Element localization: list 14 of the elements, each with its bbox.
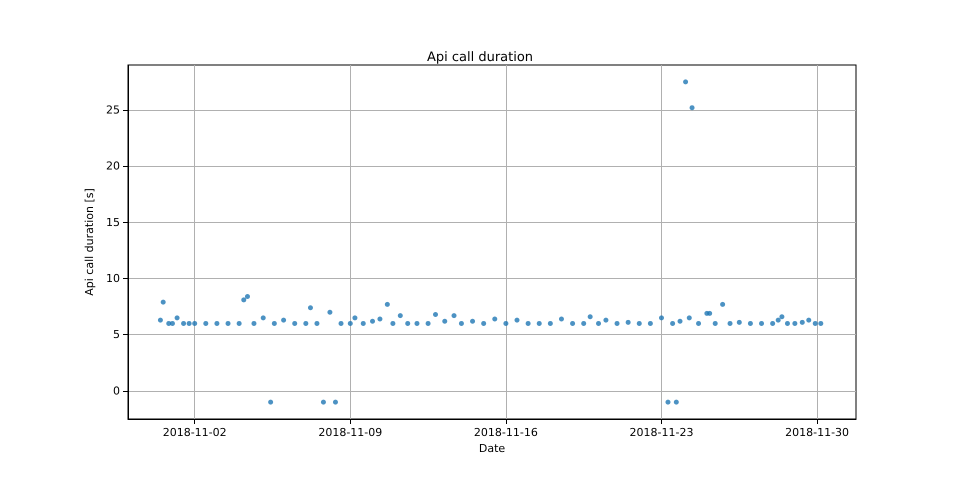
y-tick-label: 25 bbox=[106, 103, 120, 116]
y-tick-label: 0 bbox=[113, 384, 120, 398]
x-tick-label: 2018-11-16 bbox=[474, 426, 538, 439]
chart-title: Api call duration bbox=[426, 50, 534, 65]
x-tick-label: 2018-11-09 bbox=[318, 426, 382, 439]
y-tick-label: 10 bbox=[106, 272, 120, 286]
y-tick-label: 20 bbox=[106, 160, 120, 173]
y-axis-title: Api call duration [s] bbox=[83, 188, 96, 296]
y-tick-label: 5 bbox=[113, 328, 120, 342]
x-tick-label: 2018-11-23 bbox=[630, 426, 694, 439]
x-tick-label: 2018-11-02 bbox=[162, 426, 227, 439]
x-axis-title: Date bbox=[478, 442, 506, 455]
y-tick-label: 15 bbox=[106, 216, 120, 229]
x-tick-label: 2018-11-30 bbox=[785, 426, 850, 439]
